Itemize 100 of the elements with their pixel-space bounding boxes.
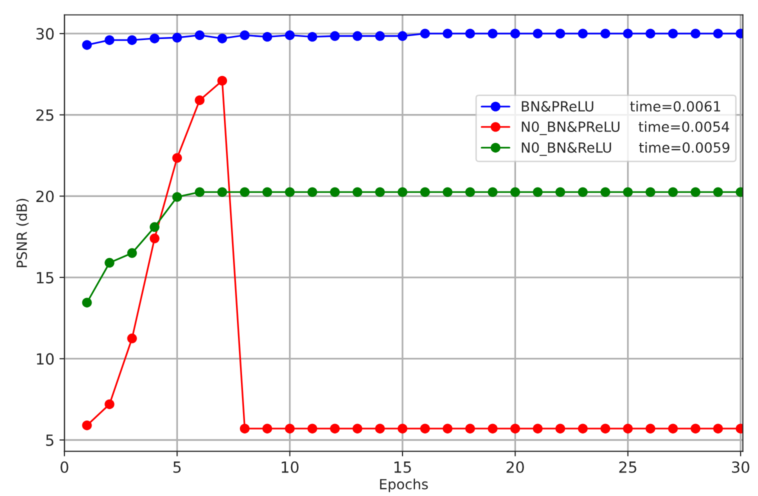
point [646,28,656,38]
point [330,31,340,41]
x-tick-label: 10 [282,461,299,473]
point [600,424,610,434]
point [82,40,92,50]
point [623,424,633,434]
point [623,187,633,197]
point [420,187,430,197]
point [104,258,114,268]
point [172,32,182,42]
y-tick-label: 30 [36,28,54,40]
point [420,28,430,38]
point [284,187,295,197]
point [555,187,566,197]
point [713,424,723,434]
point [488,424,498,434]
point [442,424,452,434]
point [488,28,498,38]
point [690,424,700,434]
point [262,424,272,434]
y-tick-label: 20 [36,190,54,202]
point [578,424,588,434]
point [262,187,272,197]
point [307,187,318,197]
point [104,35,114,45]
point [330,424,340,434]
point [172,192,182,202]
point [398,424,408,434]
point [668,187,678,197]
point [646,424,656,434]
point [465,28,475,38]
x-tick-label: 30 [732,461,750,473]
point [532,424,543,434]
point [172,153,182,163]
point [600,187,610,197]
point [194,30,205,40]
x-tick-label: 15 [394,462,411,473]
point [194,95,205,106]
point [465,187,475,197]
point [217,34,228,44]
x-tick-label: 5 [173,462,181,473]
y-axis-title: PSNR (dB) [16,198,29,268]
point [240,30,250,40]
point [284,424,295,434]
point [240,187,250,197]
point [420,424,430,434]
legend-label: N0_BN&PReLU time=0.0054 [522,121,730,136]
point [532,28,543,38]
point [713,187,723,197]
point [240,424,250,434]
point [555,424,566,434]
point [194,187,205,197]
point [375,424,385,434]
point [398,31,408,41]
point [330,187,340,197]
point [398,187,408,197]
point [127,35,137,45]
point [442,28,452,38]
point [442,187,452,197]
point [578,28,588,38]
point [82,298,92,308]
point [150,222,160,232]
point [668,424,678,434]
point [150,34,160,44]
y-tick-label: 15 [36,272,54,284]
point [375,187,385,197]
point [510,424,520,434]
point [532,187,543,197]
point [510,28,520,38]
point [555,28,566,38]
point [307,424,318,434]
point [127,334,137,344]
point [488,187,498,197]
point [465,424,475,434]
point [284,30,295,40]
y-tick-label: 5 [46,434,54,446]
point [262,32,272,42]
legend-label: BN&PReLU time=0.0061 [522,100,720,112]
point [352,31,362,41]
point [713,28,723,38]
point [578,187,588,197]
point [217,76,228,86]
point [668,28,678,38]
point [352,187,362,197]
point [150,234,160,244]
legend-label: N0_BN&ReLU time=0.0059 [522,142,730,156]
point [217,187,228,197]
point [646,187,656,197]
point [307,32,318,42]
point [600,28,610,38]
point [82,420,92,430]
x-tick-label: 25 [619,461,636,473]
x-tick-label: 0 [60,461,68,473]
point [104,399,114,410]
y-tick-label: 10 [36,353,54,365]
point [510,187,520,197]
y-tick-label: 25 [36,109,54,121]
point [352,424,362,434]
x-axis-title: Epochs [380,478,428,492]
point [623,28,633,38]
